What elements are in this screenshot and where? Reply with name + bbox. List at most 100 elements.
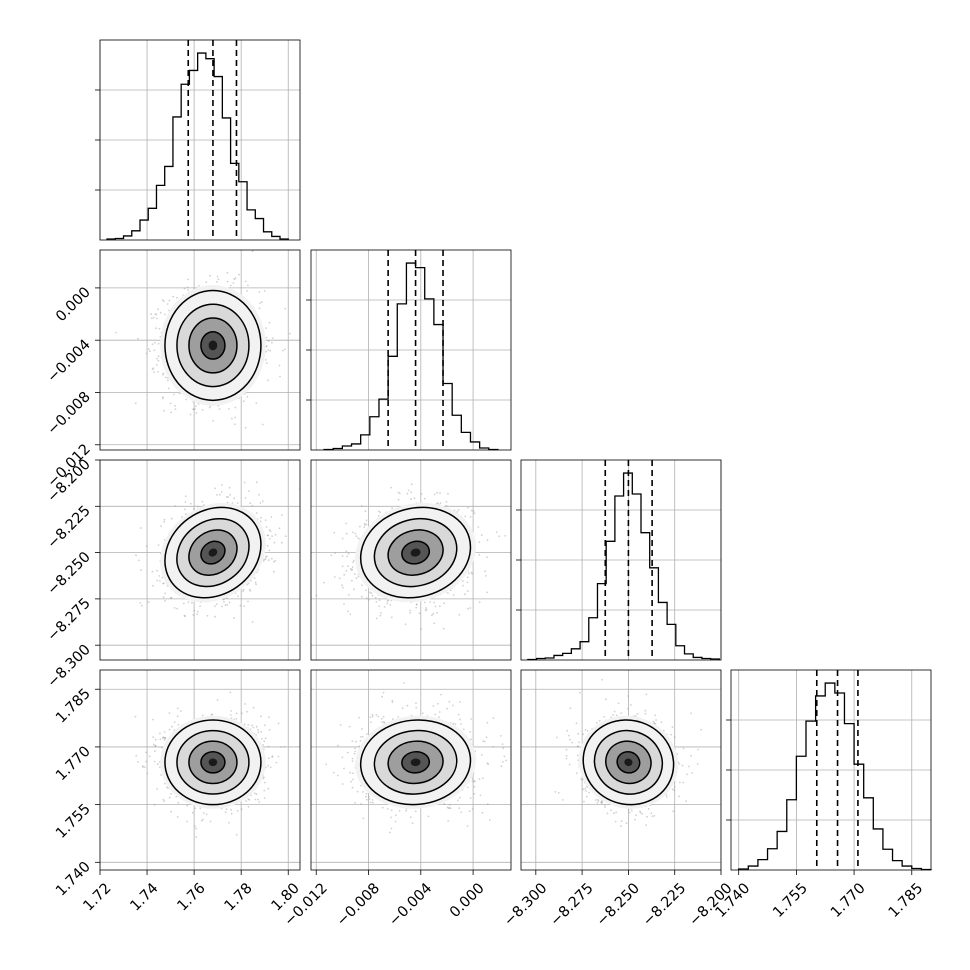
sample-point	[138, 559, 140, 562]
sample-point	[134, 402, 137, 405]
scatter-panel-3-1	[310, 669, 512, 871]
sample-point	[341, 555, 344, 557]
sample-point	[157, 359, 160, 362]
sample-point	[228, 601, 231, 604]
sample-point	[351, 568, 354, 571]
sample-point	[240, 808, 243, 811]
sample-point	[364, 510, 367, 513]
sample-point	[184, 495, 187, 498]
sample-point	[502, 747, 505, 749]
sample-point	[505, 759, 507, 762]
sample-point	[223, 598, 225, 601]
sample-point	[192, 408, 195, 411]
sample-point	[185, 398, 188, 401]
sample-point	[280, 514, 283, 516]
sample-point	[486, 762, 489, 765]
sample-point	[389, 604, 392, 606]
sample-point	[216, 699, 219, 701]
sample-point	[489, 819, 491, 821]
sample-point	[191, 811, 194, 814]
sample-point	[436, 611, 438, 614]
sample-point	[425, 608, 428, 611]
sample-point	[284, 307, 286, 310]
sample-point	[352, 772, 354, 775]
sample-point	[391, 699, 394, 702]
sample-point	[247, 798, 250, 801]
sample-point	[159, 580, 161, 582]
sample-point	[354, 801, 356, 804]
sample-point	[169, 596, 172, 599]
sample-point	[229, 284, 232, 287]
sample-point	[565, 757, 568, 760]
sample-point	[164, 736, 167, 739]
sample-point	[433, 493, 436, 496]
sample-point	[272, 560, 275, 563]
sample-point	[339, 724, 342, 726]
sample-point	[226, 597, 228, 600]
sample-point	[347, 552, 350, 555]
sample-point	[267, 340, 270, 343]
sample-point	[224, 604, 227, 606]
sample-point	[145, 545, 148, 548]
sample-point	[502, 761, 504, 763]
sample-point	[160, 774, 162, 776]
sample-point	[482, 777, 484, 779]
sample-point	[155, 327, 158, 330]
sample-point	[354, 750, 357, 753]
sample-point	[678, 781, 681, 784]
sample-point	[445, 504, 448, 507]
sample-point	[577, 745, 580, 748]
sample-point	[427, 815, 430, 818]
contour-level-1	[188, 529, 238, 576]
sample-point	[378, 599, 381, 601]
sample-point	[370, 592, 373, 595]
sample-point	[266, 362, 268, 365]
contour-level-2	[176, 517, 250, 588]
sample-point	[151, 343, 154, 346]
sample-point	[359, 525, 361, 528]
sample-point	[330, 554, 333, 557]
sample-point	[198, 285, 200, 287]
sample-point	[187, 278, 190, 281]
sample-point	[341, 537, 344, 540]
sample-point	[200, 451, 202, 453]
sample-point	[268, 529, 271, 531]
sample-point	[500, 735, 502, 737]
sample-point	[209, 274, 211, 277]
sample-point	[211, 713, 214, 716]
sample-point	[351, 757, 354, 760]
sample-point	[244, 426, 247, 429]
sample-point	[266, 345, 268, 347]
sample-point	[466, 590, 469, 592]
sample-point	[439, 502, 442, 504]
sample-point	[447, 492, 449, 495]
sample-point	[234, 406, 237, 409]
sample-point	[145, 760, 148, 763]
sample-point	[192, 408, 195, 411]
sample-point	[367, 598, 370, 601]
sample-point	[265, 350, 268, 353]
sample-point	[221, 484, 223, 486]
sample-point	[360, 803, 362, 805]
sample-point	[639, 811, 642, 814]
sample-point	[469, 516, 472, 518]
contour-level-1	[387, 529, 444, 576]
sample-point	[206, 614, 209, 617]
contour-level-2	[373, 517, 458, 588]
sample-point	[375, 617, 378, 620]
sample-point	[691, 772, 694, 774]
sample-point	[363, 522, 366, 525]
sample-point	[217, 278, 220, 281]
sample-point	[646, 815, 648, 818]
sample-point	[364, 524, 366, 526]
sample-point	[469, 797, 472, 799]
sample-point	[115, 331, 117, 334]
sample-point	[341, 565, 344, 568]
sample-point	[343, 603, 345, 605]
sample-point	[432, 612, 435, 615]
sample-point	[268, 321, 271, 324]
sample-point	[415, 702, 417, 704]
sample-point	[500, 765, 503, 768]
sample-point	[483, 740, 486, 743]
sample-point	[486, 721, 489, 724]
